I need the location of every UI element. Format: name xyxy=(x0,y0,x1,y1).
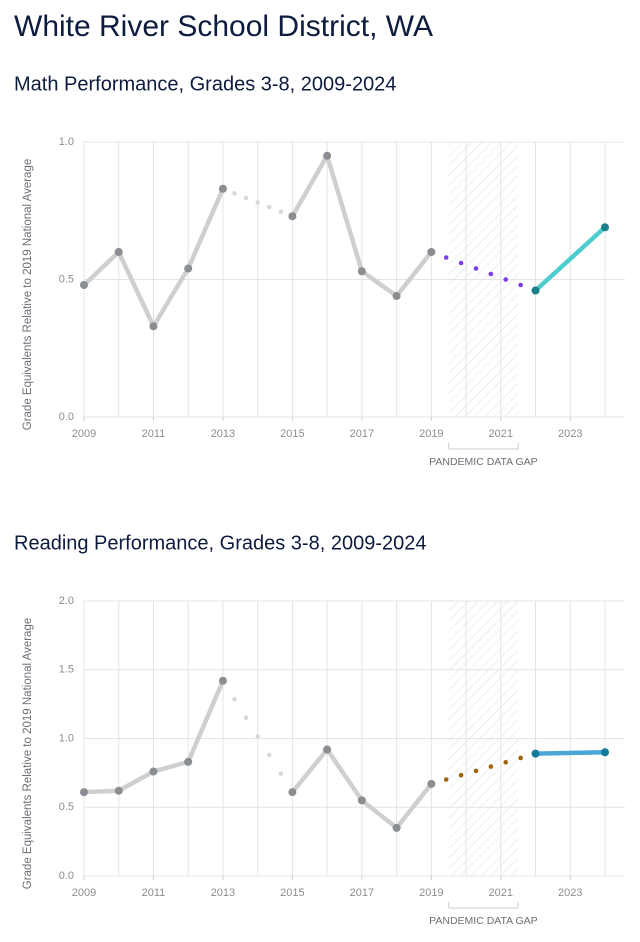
x-tick-label: 2011 xyxy=(142,887,166,899)
x-tick-label: 2013 xyxy=(211,428,235,440)
x-tick-label: 2023 xyxy=(558,428,582,440)
gap-connector xyxy=(443,777,449,782)
x-tick-label: 2011 xyxy=(142,428,166,440)
data-point xyxy=(114,786,123,795)
data-point xyxy=(531,749,540,758)
gap-connector xyxy=(243,715,249,721)
gap-connector xyxy=(518,282,523,288)
y-axis-label: Grade Equivalents Relative to 2019 Natio… xyxy=(22,618,34,890)
data-point xyxy=(323,745,332,754)
data-point xyxy=(427,248,436,256)
chart-title: Reading Performance, Grades 3-8, 2009-20… xyxy=(14,532,426,554)
x-tick-label: 2015 xyxy=(280,887,304,899)
y-axis-label: Grade Equivalents Relative to 2019 Natio… xyxy=(22,159,34,431)
x-tick-label: 2009 xyxy=(72,887,96,899)
gap-connector xyxy=(278,771,284,776)
data-point xyxy=(218,676,227,685)
series-line xyxy=(533,225,608,293)
data-point xyxy=(218,184,227,193)
gap-connector xyxy=(267,204,272,210)
x-tick-label: 2023 xyxy=(558,887,582,899)
x-tick-label: 2009 xyxy=(72,428,96,440)
data-point xyxy=(392,292,401,300)
data-point xyxy=(80,281,88,289)
gap-connector xyxy=(488,271,494,277)
x-tick-label: 2021 xyxy=(489,887,513,899)
data-point xyxy=(357,267,366,276)
series-line xyxy=(533,750,608,756)
gap-connector xyxy=(473,266,479,271)
data-point xyxy=(80,788,88,797)
y-tick-label: 0.0 xyxy=(59,411,74,423)
gap-connector xyxy=(232,697,237,702)
gap-connector xyxy=(243,195,249,201)
gap-connector xyxy=(267,752,272,758)
y-tick-label: 2.0 xyxy=(59,595,74,607)
gap-connector xyxy=(518,755,523,761)
gap-connector xyxy=(503,277,509,282)
y-tick-label: 1.5 xyxy=(59,664,74,676)
x-tick-label: 2017 xyxy=(350,887,374,899)
data-point xyxy=(357,796,366,805)
gap-connector xyxy=(278,209,284,214)
data-point xyxy=(114,248,123,256)
gap-connector xyxy=(473,768,479,774)
gap-connector xyxy=(458,260,464,266)
data-point xyxy=(288,212,297,221)
data-point xyxy=(427,779,436,788)
y-tick-label: 1.0 xyxy=(59,136,74,148)
y-tick-label: 0.0 xyxy=(59,870,74,882)
x-tick-label: 2017 xyxy=(350,428,374,440)
x-tick-label: 2013 xyxy=(211,887,235,899)
data-point xyxy=(288,788,297,797)
x-tick-label: 2019 xyxy=(419,428,443,440)
y-tick-label: 0.5 xyxy=(59,801,74,813)
x-tick-label: 2015 xyxy=(280,428,304,440)
x-tick-label: 2021 xyxy=(489,428,513,440)
gap-annotation: PANDEMIC DATA GAP xyxy=(429,915,538,927)
data-point xyxy=(323,151,332,160)
gap-connector xyxy=(255,734,260,739)
data-point xyxy=(531,286,540,295)
data-point xyxy=(601,223,609,232)
data-point xyxy=(184,757,193,766)
gap-connector xyxy=(488,764,494,769)
page-title: White River School District, WA xyxy=(14,10,433,43)
gap-connector xyxy=(503,759,509,765)
data-point xyxy=(392,823,401,832)
chart-title: Math Performance, Grades 3-8, 2009-2024 xyxy=(14,73,396,95)
data-point xyxy=(149,767,158,776)
gap-connector xyxy=(458,772,464,778)
y-tick-label: 0.5 xyxy=(59,273,74,285)
gap-connector xyxy=(232,191,237,196)
x-tick-label: 2019 xyxy=(419,887,443,899)
gap-annotation: PANDEMIC DATA GAP xyxy=(429,456,538,468)
data-point xyxy=(184,264,193,273)
data-point xyxy=(149,322,158,331)
gap-connector xyxy=(443,255,449,260)
data-point xyxy=(601,748,609,757)
gap-connector xyxy=(255,200,260,205)
y-tick-label: 1.0 xyxy=(59,732,74,744)
